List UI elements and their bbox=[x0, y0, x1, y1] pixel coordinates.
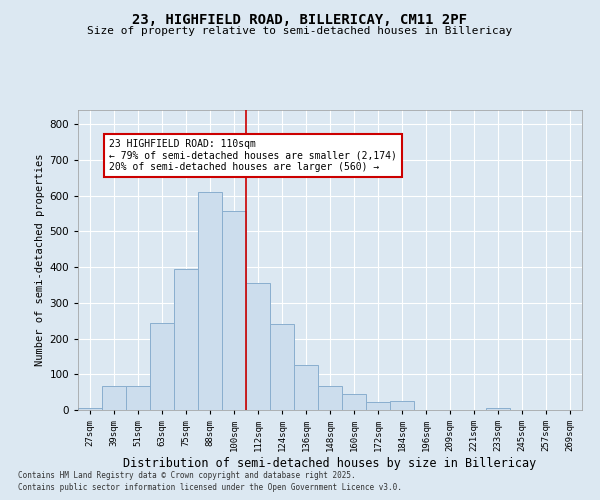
Bar bbox=[246, 283, 270, 410]
Text: 23 HIGHFIELD ROAD: 110sqm
← 79% of semi-detached houses are smaller (2,174)
20% : 23 HIGHFIELD ROAD: 110sqm ← 79% of semi-… bbox=[109, 138, 397, 172]
Bar bbox=[150, 322, 174, 410]
Bar bbox=[270, 324, 294, 410]
Y-axis label: Number of semi-detached properties: Number of semi-detached properties bbox=[35, 154, 45, 366]
Bar bbox=[366, 402, 390, 410]
Text: Size of property relative to semi-detached houses in Billericay: Size of property relative to semi-detach… bbox=[88, 26, 512, 36]
Bar bbox=[222, 210, 246, 410]
Bar bbox=[294, 366, 318, 410]
Bar bbox=[342, 394, 366, 410]
Bar bbox=[390, 401, 414, 410]
Text: Contains public sector information licensed under the Open Government Licence v3: Contains public sector information licen… bbox=[18, 483, 402, 492]
Text: Contains HM Land Registry data © Crown copyright and database right 2025.: Contains HM Land Registry data © Crown c… bbox=[18, 470, 356, 480]
Bar bbox=[174, 269, 198, 410]
X-axis label: Distribution of semi-detached houses by size in Billericay: Distribution of semi-detached houses by … bbox=[124, 457, 536, 470]
Bar bbox=[486, 408, 510, 410]
Text: 23, HIGHFIELD ROAD, BILLERICAY, CM11 2PF: 23, HIGHFIELD ROAD, BILLERICAY, CM11 2PF bbox=[133, 12, 467, 26]
Bar bbox=[126, 386, 150, 410]
Bar bbox=[102, 386, 126, 410]
Bar bbox=[78, 408, 102, 410]
Bar bbox=[198, 192, 222, 410]
Bar bbox=[318, 386, 342, 410]
